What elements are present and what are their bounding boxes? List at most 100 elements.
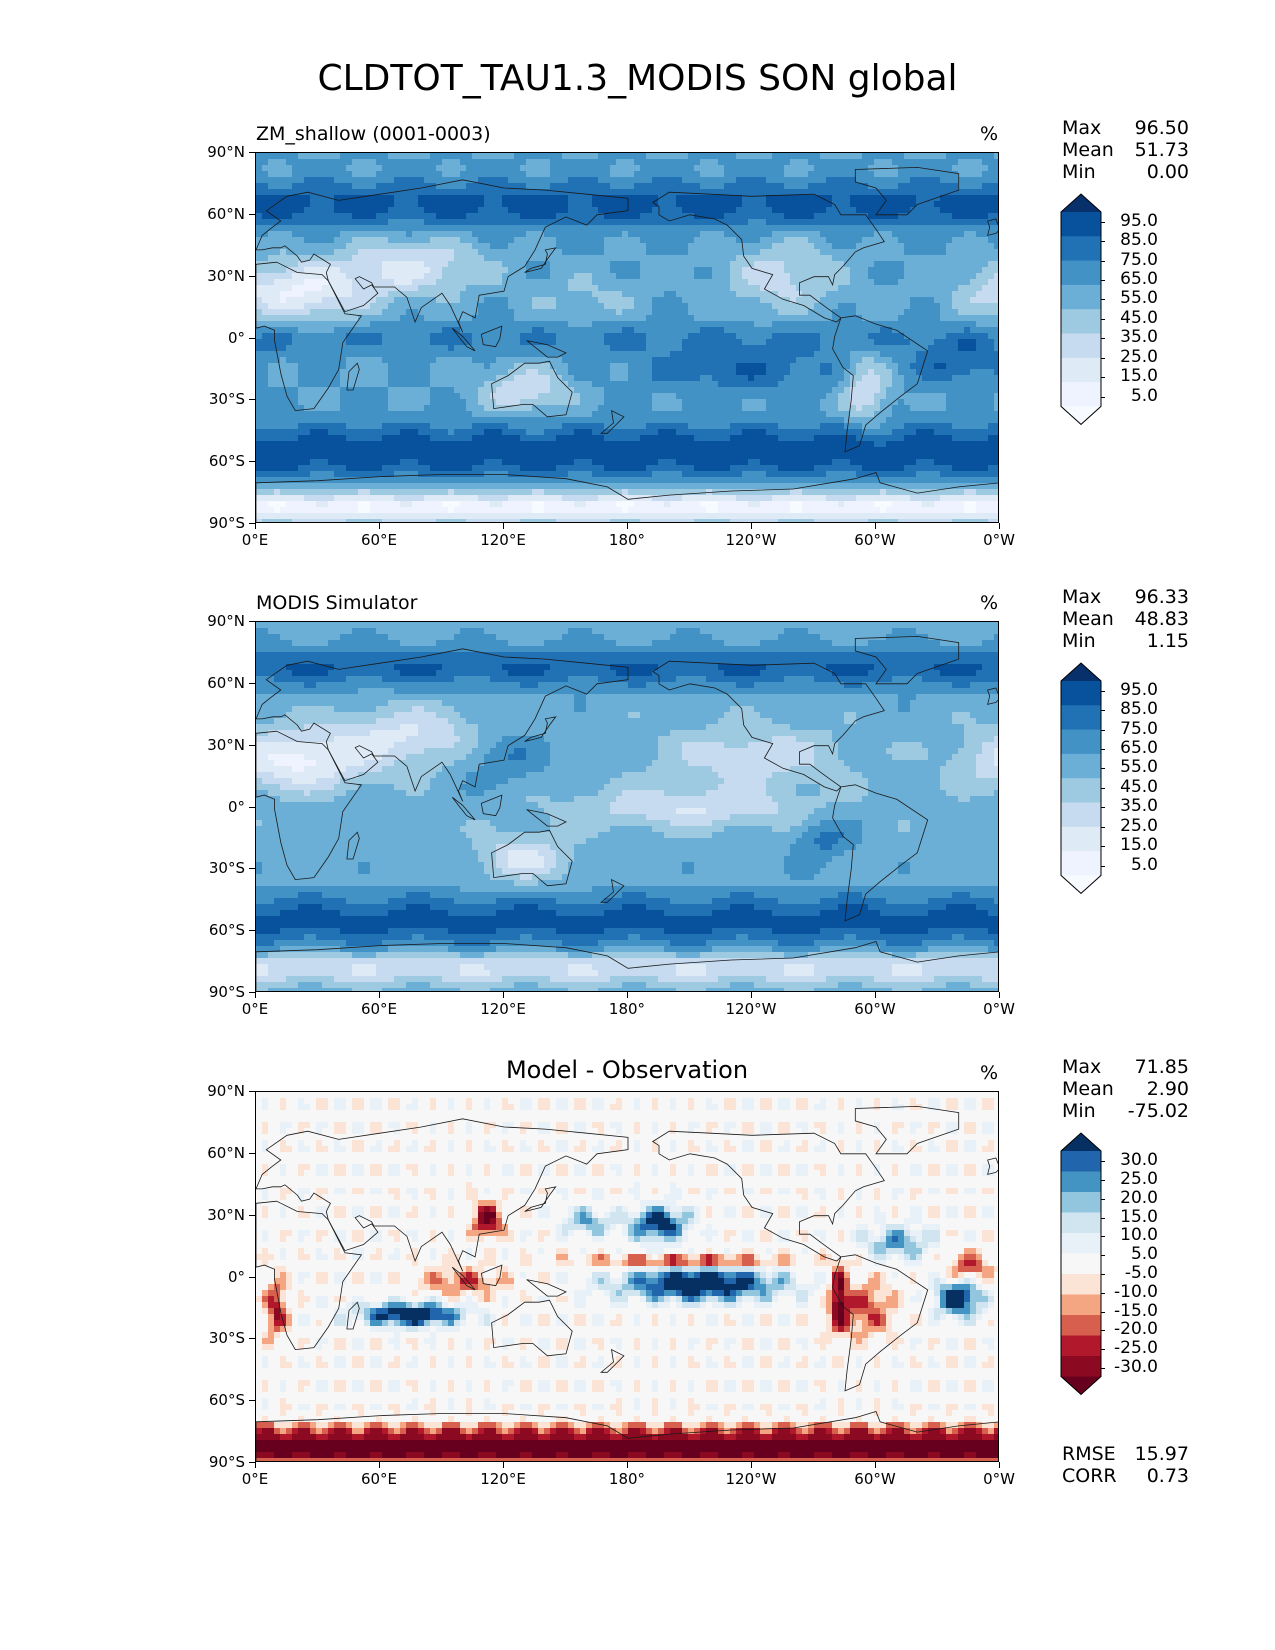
colorbar-top-extension — [1061, 663, 1101, 681]
lon-tick-label: 0°E — [225, 1470, 285, 1488]
colorbar-tick-label: 10.0 — [1110, 1225, 1158, 1245]
lat-tick-mark — [249, 1091, 255, 1092]
mean-value: 48.83 — [1135, 608, 1189, 630]
panel-2-units: % — [980, 592, 998, 614]
lon-tick-mark — [503, 523, 504, 529]
lon-tick-label: 60°E — [349, 531, 409, 549]
lon-tick-label: 0°W — [969, 1000, 1029, 1018]
lon-tick-label: 0°E — [225, 531, 285, 549]
lat-tick-label: 60°S — [185, 921, 245, 939]
colorbar-tick-label: 15.0 — [1110, 366, 1158, 386]
coastline — [832, 1254, 929, 1392]
min-label: Min — [1062, 161, 1096, 183]
min-value: 0.00 — [1147, 161, 1189, 183]
coastline — [491, 1299, 573, 1357]
colorbar-segment — [1061, 382, 1101, 407]
coastline — [854, 635, 960, 685]
colorbar-segment — [1061, 1253, 1101, 1275]
colorbar-tick — [1101, 826, 1105, 828]
lat-tick-mark — [249, 1462, 255, 1463]
mean-value: 51.73 — [1135, 139, 1189, 161]
lon-tick-label: 180° — [597, 1000, 657, 1018]
coastline — [524, 247, 557, 273]
colorbar-tick-label: -5.0 — [1110, 1263, 1158, 1283]
lon-tick-mark — [875, 1462, 876, 1468]
colorbar-segment — [1061, 1192, 1101, 1213]
lon-tick-label: 60°W — [845, 531, 905, 549]
colorbar-tick-label: -20.0 — [1110, 1319, 1158, 1339]
coastline — [480, 794, 503, 817]
lat-tick-mark — [249, 930, 255, 932]
colorbar-tick — [1101, 865, 1105, 867]
max-label: Max — [1062, 586, 1101, 608]
lon-tick-label: 0°W — [969, 531, 1029, 549]
colorbar-tick-label: 25.0 — [1110, 816, 1158, 836]
lat-tick-mark — [249, 868, 255, 870]
coastline — [652, 191, 885, 323]
coastline — [599, 409, 625, 434]
coastline — [491, 829, 573, 887]
max-value: 71.85 — [1135, 1056, 1189, 1078]
lat-tick-label: 30°N — [185, 1206, 245, 1224]
lat-tick-label: 90°S — [185, 1453, 245, 1471]
colorbar-tick — [1101, 1367, 1105, 1369]
lon-tick-label: 120°E — [473, 1000, 533, 1018]
colorbar-tick-label: 75.0 — [1110, 719, 1158, 739]
colorbar-tick — [1101, 787, 1105, 789]
lat-tick-label: 90°S — [185, 983, 245, 1001]
panel-3-error-stats: RMSE 15.97 CORR 0.73 — [1062, 1443, 1189, 1487]
coastline — [832, 784, 929, 922]
colorbar-tick — [1101, 396, 1105, 398]
panel-1-stats: Max 96.50 Mean 51.73 Min 0.00 — [1062, 117, 1189, 183]
coastline — [526, 340, 567, 358]
colorbar-tick-label: 85.0 — [1110, 230, 1158, 250]
colorbar-tick-label: 65.0 — [1110, 269, 1158, 289]
colorbar-tick — [1101, 338, 1105, 340]
figure-title: CLDTOT_TAU1.3_MODIS SON global — [0, 58, 1275, 99]
colorbar-tick-label: 35.0 — [1110, 796, 1158, 816]
lon-tick-label: 60°W — [845, 1000, 905, 1018]
colorbar-tick — [1101, 241, 1105, 243]
colorbar-tick-label: 85.0 — [1110, 699, 1158, 719]
lon-tick-mark — [627, 523, 628, 529]
lat-tick-label: 60°N — [185, 674, 245, 692]
lon-tick-mark — [255, 1462, 256, 1468]
colorbar-segment — [1061, 236, 1101, 262]
lat-tick-mark — [249, 621, 255, 622]
map-field — [256, 1092, 998, 1461]
lon-tick-mark — [255, 992, 256, 998]
coastline — [256, 472, 998, 522]
colorbar-tick — [1101, 1274, 1105, 1275]
coastline — [346, 362, 360, 391]
lat-tick-label: 60°S — [185, 1391, 245, 1409]
lat-tick-label: 0° — [185, 1268, 245, 1286]
panel-2-title: MODIS Simulator — [256, 592, 417, 614]
lon-tick-mark — [999, 992, 1000, 998]
coastline — [480, 1264, 503, 1287]
lon-tick-mark — [751, 1462, 752, 1468]
panel-3-stats: Max 71.85 Mean 2.90 Min -75.02 — [1062, 1056, 1189, 1122]
panel-3-title: Model - Observation — [255, 1056, 999, 1084]
lat-tick-label: 0° — [185, 798, 245, 816]
colorbar-segment — [1061, 826, 1101, 852]
coastline — [652, 660, 885, 792]
coastline — [451, 796, 476, 821]
lat-tick-mark — [249, 1214, 255, 1216]
colorbar-segment — [1061, 778, 1101, 803]
lon-tick-mark — [503, 992, 504, 998]
colorbar-tick — [1101, 1311, 1105, 1313]
coastline — [256, 648, 629, 802]
lon-tick-label: 120°W — [721, 1470, 781, 1488]
colorbar-tick — [1101, 690, 1105, 692]
coastline — [256, 1118, 629, 1272]
coastline — [832, 315, 929, 453]
colorbar-tick-label: 55.0 — [1110, 288, 1158, 308]
colorbar-segment — [1061, 802, 1101, 828]
colorbar-tick-label: 55.0 — [1110, 757, 1158, 777]
mean-value: 2.90 — [1147, 1078, 1189, 1100]
coastline — [652, 1130, 885, 1262]
map-field — [256, 622, 998, 991]
colorbar-tick — [1101, 318, 1105, 320]
colorbar-segment — [1061, 260, 1101, 286]
colorbar-outline — [1060, 662, 1102, 895]
